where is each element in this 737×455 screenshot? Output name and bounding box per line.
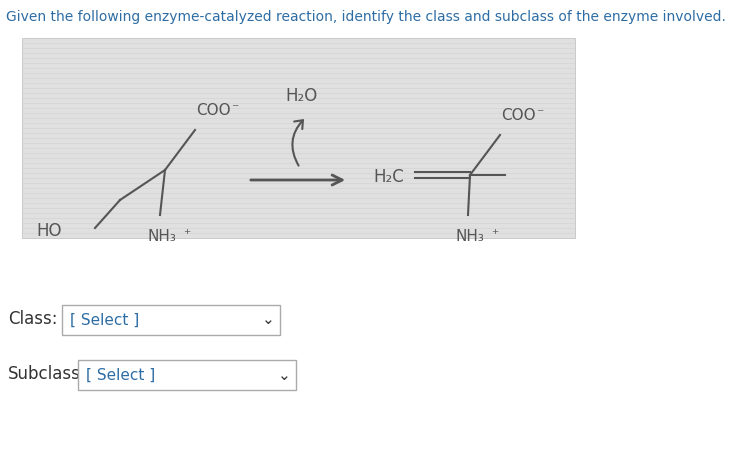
Text: ⁺: ⁺ <box>183 228 190 242</box>
FancyBboxPatch shape <box>22 38 575 238</box>
Text: ⁻: ⁻ <box>536 107 543 121</box>
Text: NH₃: NH₃ <box>147 229 176 244</box>
Text: HO: HO <box>37 222 62 240</box>
Text: [ Select ]: [ Select ] <box>86 368 156 383</box>
Text: ⁻: ⁻ <box>231 102 238 116</box>
Text: Subclass:: Subclass: <box>8 365 87 383</box>
Text: ⌄: ⌄ <box>262 313 274 328</box>
Text: Given the following enzyme-catalyzed reaction, identify the class and subclass o: Given the following enzyme-catalyzed rea… <box>6 10 726 24</box>
Text: ⁺: ⁺ <box>491 228 498 242</box>
FancyBboxPatch shape <box>62 305 280 335</box>
Text: COO: COO <box>501 108 536 123</box>
Text: H₂C: H₂C <box>373 168 404 186</box>
FancyBboxPatch shape <box>78 360 296 390</box>
FancyArrowPatch shape <box>293 120 303 166</box>
Text: Class:: Class: <box>8 310 57 328</box>
Text: H₂O: H₂O <box>286 87 318 105</box>
Text: NH₃: NH₃ <box>455 229 484 244</box>
Text: [ Select ]: [ Select ] <box>70 313 139 328</box>
Text: ⌄: ⌄ <box>278 368 290 383</box>
Text: COO: COO <box>196 103 231 118</box>
